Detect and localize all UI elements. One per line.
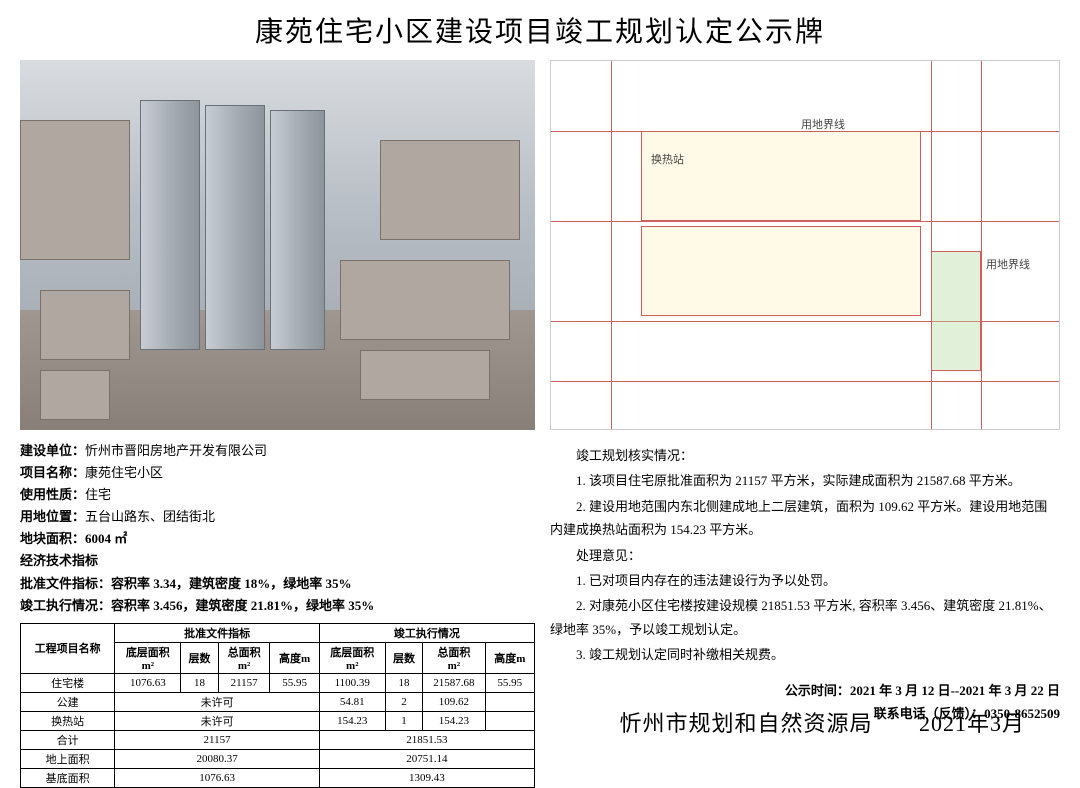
th-a-floors: 层数	[181, 642, 218, 673]
footer-date: 2021年3月	[919, 706, 1025, 738]
th-name: 工程项目名称	[21, 623, 115, 673]
completed-label: 竣工执行情况：	[20, 598, 111, 613]
opinion-item-3: 3. 竣工规划认定同时补缴相关规费。	[550, 643, 1060, 666]
th-approved: 批准文件指标	[115, 623, 319, 642]
table-row: 合计 21157 21851.53	[21, 730, 535, 749]
map-label-boundary-2: 用地界线	[986, 256, 1030, 272]
th-c-base: 底层面积m²	[319, 642, 385, 673]
th-a-height: 高度m	[270, 642, 319, 673]
approved-value: 容积率 3.34，建筑密度 18%，绿地率 35%	[111, 576, 352, 591]
project-value: 康苑住宅小区	[85, 465, 163, 480]
use-value: 住宅	[85, 487, 111, 502]
th-completed: 竣工执行情况	[319, 623, 534, 642]
econ-header: 经济技术指标	[20, 550, 535, 572]
th-c-total: 总面积m²	[423, 642, 485, 673]
footer: 忻州市规划和自然资源局 2021年3月	[619, 706, 1025, 738]
map-label-station: 换热站	[651, 151, 684, 167]
opinion-head: 处理意见：	[550, 544, 1060, 567]
left-column: 建设单位：忻州市晋阳房地产开发有限公司 项目名称：康苑住宅小区 使用性质：住宅 …	[20, 60, 535, 788]
approved-label: 批准文件指标：	[20, 576, 111, 591]
table-row: 换热站 未许可 154.23 1 154.23	[21, 711, 535, 730]
area-value: 6004 ㎡	[85, 531, 127, 546]
area-label: 地块面积：	[20, 531, 85, 546]
builder-value: 忻州市晋阳房地产开发有限公司	[85, 443, 267, 458]
th-a-total: 总面积m²	[218, 642, 270, 673]
th-a-base: 底层面积m²	[115, 642, 181, 673]
use-label: 使用性质：	[20, 487, 85, 502]
table-row: 公建 未许可 54.81 2 109.62	[21, 692, 535, 711]
th-c-height: 高度m	[485, 642, 534, 673]
page-title: 康苑住宅小区建设项目竣工规划认定公示牌	[20, 10, 1060, 50]
pub-time-label: 公示时间：	[785, 683, 850, 698]
location-value: 五台山路东、团结街北	[85, 509, 215, 524]
content-wrapper: 建设单位：忻州市晋阳房地产开发有限公司 项目名称：康苑住宅小区 使用性质：住宅 …	[20, 60, 1060, 788]
verification-text: 竣工规划核实情况： 1. 该项目住宅原批准面积为 21157 平方米，实际建成面…	[550, 444, 1060, 667]
th-c-floors: 层数	[385, 642, 422, 673]
project-label: 项目名称：	[20, 465, 85, 480]
metrics-table: 工程项目名称 批准文件指标 竣工执行情况 底层面积m² 层数 总面积m² 高度m…	[20, 623, 535, 788]
site-plan-map: 用地界线 用地界线 换热站	[550, 60, 1060, 430]
map-label-boundary-1: 用地界线	[801, 116, 845, 132]
opinion-item-2: 2. 对康苑小区住宅楼按建设规模 21851.53 平方米, 容积率 3.456…	[550, 594, 1060, 641]
builder-label: 建设单位：	[20, 443, 85, 458]
table-row: 基底面积 1076.63 1309.43	[21, 768, 535, 787]
aerial-photo	[20, 60, 535, 430]
table-row: 地上面积 20080.37 20751.14	[21, 749, 535, 768]
right-column: 用地界线 用地界线 换热站 竣工规划核实情况： 1. 该项目住宅原批准面积为 2…	[550, 60, 1060, 788]
footer-agency: 忻州市规划和自然资源局	[619, 706, 872, 738]
location-label: 用地位置：	[20, 509, 85, 524]
table-row: 住宅楼 1076.63 18 21157 55.95 1100.39 18 21…	[21, 673, 535, 692]
verify-head: 竣工规划核实情况：	[550, 444, 1060, 467]
verify-item-1: 1. 该项目住宅原批准面积为 21157 平方米，实际建成面积为 21587.6…	[550, 469, 1060, 492]
opinion-item-1: 1. 已对项目内存在的违法建设行为予以处罚。	[550, 569, 1060, 592]
project-info: 建设单位：忻州市晋阳房地产开发有限公司 项目名称：康苑住宅小区 使用性质：住宅 …	[20, 440, 535, 617]
pub-time-value: 2021 年 3 月 12 日--2021 年 3 月 22 日	[850, 683, 1060, 698]
completed-value: 容积率 3.456，建筑密度 21.81%，绿地率 35%	[111, 598, 374, 613]
verify-item-2: 2. 建设用地范围内东北侧建成地上二层建筑，面积为 109.62 平方米。建设用…	[550, 495, 1060, 542]
